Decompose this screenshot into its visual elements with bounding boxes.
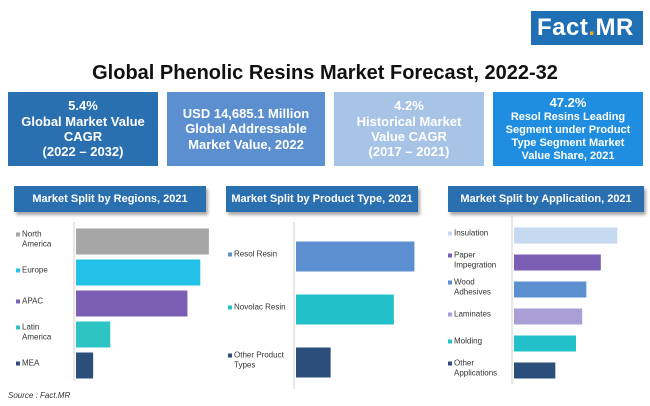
category-label-novolac-resin: Novolac Resin: [234, 303, 286, 312]
category-label-laminates: Laminates: [454, 310, 491, 319]
bar-apac: [76, 290, 188, 317]
bar-paper-impegration: [514, 254, 601, 271]
legend-swatch-europe: [16, 268, 20, 273]
category-label-north-america: America: [22, 240, 52, 249]
category-label-other-applications: Other: [454, 359, 474, 368]
category-label-latin-america: Latin: [22, 323, 39, 332]
legend-swatch-other-product-types: [228, 353, 232, 358]
kpi-line: Market Value, 2022: [188, 136, 304, 152]
bar-molding: [514, 335, 576, 352]
regions-chart-title: Market Split by Regions, 2021: [14, 186, 206, 212]
kpi-box-market-value: USD 14,685.1 Million Global Addressable …: [167, 92, 325, 166]
bar-insulation: [514, 227, 618, 244]
kpi-box-historical-cagr: 4.2% Historical Market Value CAGR (2017 …: [334, 92, 484, 166]
logo-suffix: MR: [595, 14, 634, 41]
kpi-line: Historical Market: [356, 113, 462, 129]
kpi-line: (2017 – 2021): [368, 144, 450, 160]
category-label-europe: Europe: [22, 266, 48, 275]
kpi-line: (2022 – 2032): [42, 144, 124, 160]
kpi-line: 5.4%: [68, 98, 98, 114]
category-label-other-product-types: Types: [234, 361, 255, 370]
category-label-latin-america: America: [22, 333, 52, 342]
category-label-apac: APAC: [22, 297, 43, 306]
kpi-box-cagr: 5.4% Global Market Value CAGR (2022 – 20…: [8, 92, 158, 166]
category-label-other-applications: Applications: [454, 369, 497, 378]
category-label-mea: MEA: [22, 359, 40, 368]
category-label-north-america: North: [22, 230, 42, 239]
kpi-line: Resol Resins Leading: [510, 110, 626, 123]
category-label-paper-impegration: Paper: [454, 251, 476, 260]
kpi-box-resol-share: 47.2% Resol Resins Leading Segment under…: [493, 92, 643, 166]
category-label-wood-adhesives: Wood: [454, 278, 475, 287]
bar-resol-resin: [296, 241, 415, 272]
kpi-line: CAGR: [63, 129, 103, 144]
application-bar-chart: Insulation Paper Impegration Wood Adhesives L…: [448, 214, 648, 386]
regions-bar-chart: North America Europe APAC Latin America MEA: [14, 222, 214, 381]
legend-swatch-insulation: [448, 231, 452, 236]
product-type-chart-title: Market Split by Product Type, 2021: [226, 186, 418, 212]
product-type-chart-svg: Resol Resin Novolac Resin Other ProductTyp…: [228, 222, 415, 389]
legend-swatch-other-applications: [448, 361, 452, 366]
application-chart-title: Market Split by Application, 2021: [448, 186, 644, 212]
legend-swatch-novolac-resin: [228, 305, 232, 310]
bar-north-america: [76, 228, 209, 255]
category-label-molding: Molding: [454, 337, 482, 346]
legend-swatch-mea: [16, 361, 20, 366]
legend-swatch-molding: [448, 339, 452, 344]
kpi-line: Type Segment Market: [511, 136, 625, 149]
legend-swatch-latin-america: [16, 325, 20, 330]
factmr-logo: Fact.MR: [531, 11, 643, 45]
kpi-line: Value Share, 2021: [521, 149, 615, 162]
kpi-line: 47.2%: [549, 95, 587, 111]
source-note: Source : Fact.MR: [8, 391, 71, 400]
category-label-paper-impegration: Impegration: [454, 261, 496, 270]
logo-dot: .: [588, 14, 596, 41]
bar-mea: [76, 352, 94, 379]
legend-swatch-wood-adhesives: [448, 280, 452, 285]
legend-swatch-paper-impegration: [448, 253, 452, 258]
bar-laminates: [514, 308, 583, 325]
kpi-line: Value CAGR: [371, 129, 447, 144]
product-type-bar-chart: Resol Resin Novolac Resin Other Product Typ…: [226, 222, 426, 389]
category-label-resol-resin: Resol Resin: [234, 250, 277, 259]
bar-latin-america: [76, 321, 111, 348]
bar-wood-adhesives: [514, 281, 587, 298]
legend-swatch-north-america: [16, 232, 20, 237]
bar-europe: [76, 259, 201, 286]
main-title: Global Phenolic Resins Market Forecast, …: [92, 62, 558, 84]
category-label-other-product-types: Other Product: [234, 351, 285, 360]
category-label-wood-adhesives: Adhesives: [454, 288, 491, 297]
category-label-insulation: Insulation: [454, 229, 488, 238]
legend-swatch-resol-resin: [228, 252, 232, 257]
logo-prefix: Fact: [537, 14, 589, 41]
kpi-line: Global Addressable: [185, 121, 307, 137]
bar-other-product-types: [296, 347, 331, 378]
kpi-line: Segment under Product: [505, 123, 631, 136]
bar-other-applications: [514, 362, 556, 379]
legend-swatch-apac: [16, 299, 20, 304]
kpi-line: 4.2%: [394, 98, 424, 114]
bar-novolac-resin: [296, 294, 394, 325]
legend-swatch-laminates: [448, 312, 452, 317]
kpi-line: USD 14,685.1 Million: [182, 106, 310, 121]
kpi-line: Global Market Value: [21, 113, 145, 129]
